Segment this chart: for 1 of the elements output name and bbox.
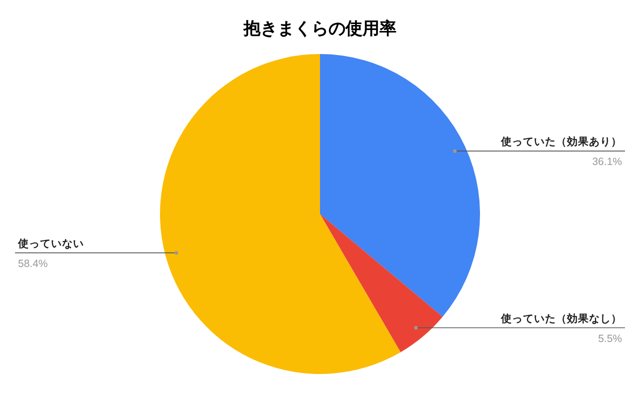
title: 抱きまくらの使用率 xyxy=(244,19,396,38)
